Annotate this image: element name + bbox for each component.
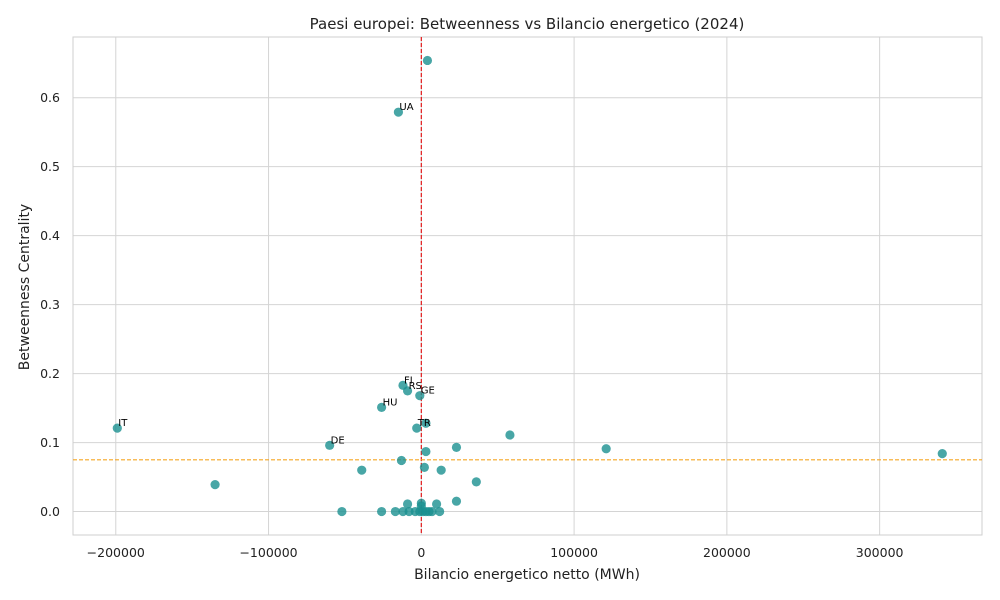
point-label: UA xyxy=(399,102,413,113)
point-label: HU xyxy=(383,397,398,408)
data-point xyxy=(337,506,347,517)
data-points xyxy=(112,55,947,517)
grid-lines xyxy=(73,37,982,535)
y-axis-label: Betweenness Centrality xyxy=(17,204,33,370)
data-point xyxy=(396,455,407,466)
point-label: DE xyxy=(331,435,345,446)
x-tick-label: 300000 xyxy=(856,545,904,560)
data-point xyxy=(390,506,400,517)
y-tick-label: 0.6 xyxy=(40,90,60,105)
data-point xyxy=(421,418,431,428)
data-point xyxy=(377,506,387,517)
point-label: TR xyxy=(417,418,431,429)
point-label: IT xyxy=(118,418,128,429)
y-tick-label: 0.4 xyxy=(40,228,60,243)
plot-frame xyxy=(72,36,983,536)
data-point xyxy=(427,506,437,517)
data-point xyxy=(436,465,446,475)
x-tick-label: 100000 xyxy=(550,545,598,560)
x-tick-labels: −200000 −100000 0 100000 200000 300000 xyxy=(87,545,904,560)
data-point xyxy=(451,496,462,506)
data-point xyxy=(505,430,515,440)
point-label: RS xyxy=(409,381,422,392)
y-tick-label: 0.1 xyxy=(40,435,60,450)
x-tick-label: 200000 xyxy=(703,545,751,560)
point-label: FI xyxy=(404,375,413,386)
data-point xyxy=(325,440,335,450)
y-tick-label: 0.3 xyxy=(40,297,60,312)
data-point xyxy=(210,480,220,490)
data-point xyxy=(402,499,413,509)
point-label: GE xyxy=(421,386,435,397)
data-point xyxy=(377,402,387,412)
data-point xyxy=(419,462,429,473)
data-point xyxy=(402,386,413,396)
data-point xyxy=(422,55,433,66)
chart-title: Paesi europei: Betweenness vs Bilancio e… xyxy=(310,15,745,33)
data-point xyxy=(412,423,422,433)
x-tick-label: −100000 xyxy=(239,545,297,560)
x-axis-label: Bilancio energetico netto (MWh) xyxy=(414,567,640,583)
data-point xyxy=(357,465,367,475)
data-point xyxy=(415,391,425,401)
x-tick-label: 0 xyxy=(417,545,425,560)
data-point xyxy=(393,107,404,117)
y-tick-label: 0.0 xyxy=(40,504,60,519)
data-point xyxy=(435,506,445,517)
y-tick-label: 0.5 xyxy=(40,159,60,174)
data-point xyxy=(432,499,442,509)
data-point xyxy=(451,442,462,453)
data-point xyxy=(937,449,947,459)
data-point xyxy=(112,423,122,433)
data-point xyxy=(601,444,611,454)
y-tick-labels: 0.0 0.1 0.2 0.3 0.4 0.5 0.6 xyxy=(40,90,60,519)
data-point xyxy=(471,477,481,487)
y-tick-label: 0.2 xyxy=(40,366,60,381)
data-point xyxy=(421,446,431,457)
reference-lines xyxy=(73,37,982,535)
x-tick-label: −200000 xyxy=(87,545,145,560)
